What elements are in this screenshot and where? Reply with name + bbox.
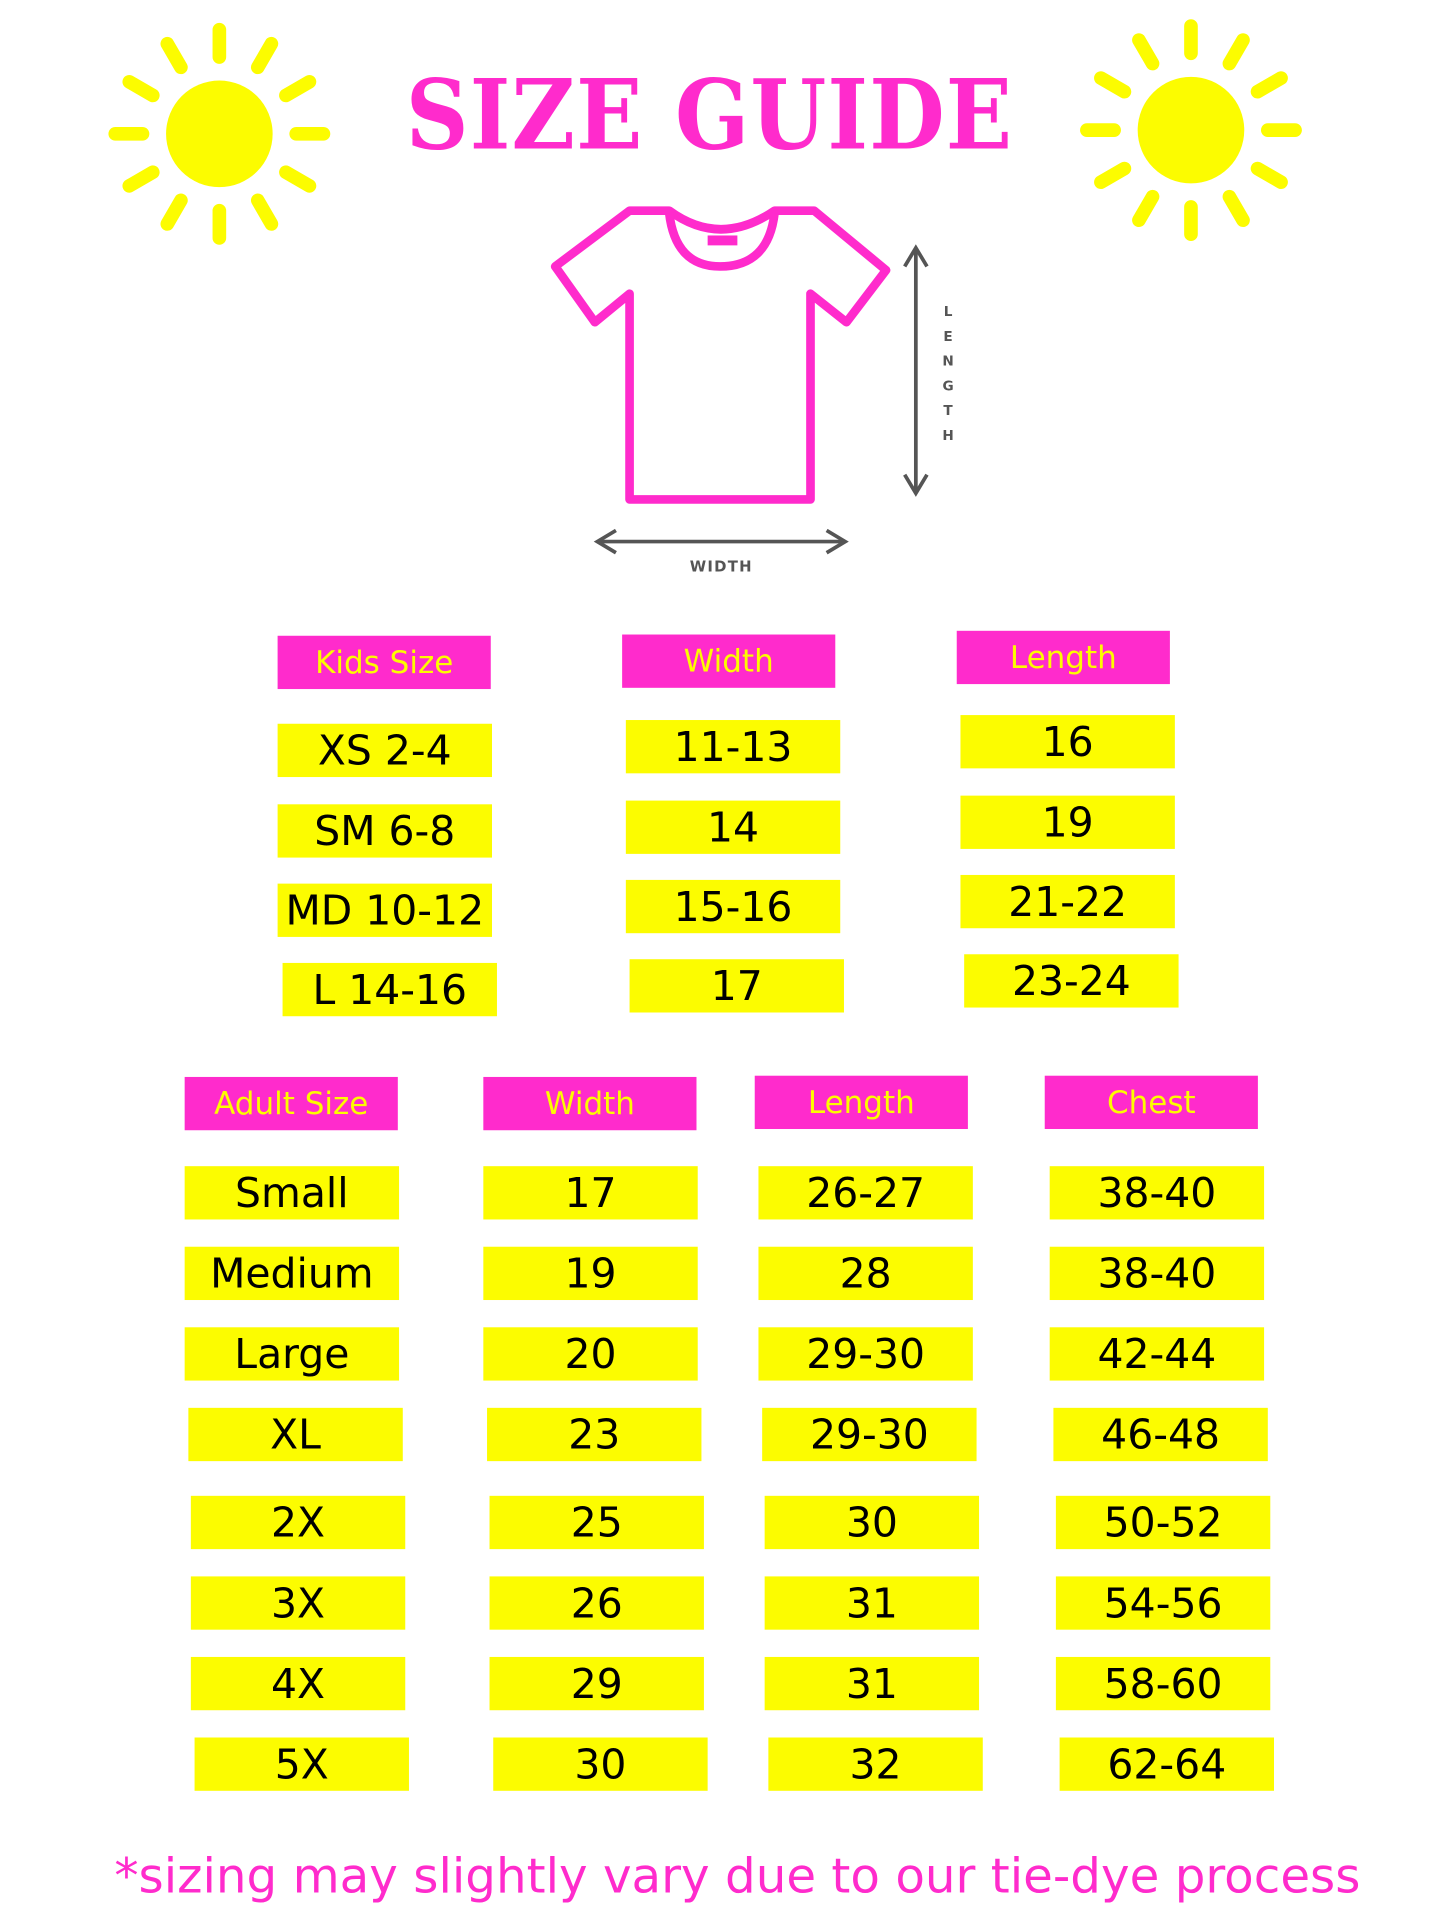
adult-cell-size: 2X bbox=[190, 1495, 406, 1550]
kids-header-length: Length bbox=[956, 630, 1170, 685]
adult-cell-length: 31 bbox=[764, 1656, 980, 1711]
adult-header-size: Adult Size bbox=[184, 1076, 398, 1131]
adult-cell-size: Medium bbox=[184, 1246, 400, 1301]
kids-cell-size: L 14-16 bbox=[282, 962, 497, 1017]
adult-cell-size: 5X bbox=[194, 1737, 409, 1791]
kids-cell-width: 14 bbox=[625, 800, 841, 854]
adult-cell-length: 32 bbox=[768, 1737, 983, 1791]
adult-header-width: Width bbox=[483, 1076, 697, 1131]
adult-header-length: Length bbox=[754, 1075, 968, 1130]
adult-cell-size: 4X bbox=[190, 1656, 406, 1711]
adult-cell-chest: 54-56 bbox=[1055, 1576, 1271, 1630]
adult-cell-width: 23 bbox=[487, 1407, 702, 1462]
adult-cell-length: 26-27 bbox=[758, 1166, 973, 1220]
adult-cell-chest: 58-60 bbox=[1055, 1656, 1271, 1711]
kids-cell-width: 17 bbox=[629, 959, 844, 1013]
adult-cell-width: 30 bbox=[493, 1737, 708, 1791]
adult-cell-size: Large bbox=[184, 1327, 400, 1381]
adult-cell-width: 25 bbox=[489, 1495, 704, 1550]
adult-cell-chest: 42-44 bbox=[1049, 1327, 1265, 1381]
adult-cell-width: 20 bbox=[483, 1327, 698, 1381]
sun-icon-right bbox=[1080, 19, 1302, 242]
kids-cell-size: SM 6-8 bbox=[277, 804, 493, 858]
adult-cell-length: 29-30 bbox=[758, 1327, 973, 1381]
adult-cell-size: 3X bbox=[190, 1576, 406, 1630]
adult-header-chest: Chest bbox=[1044, 1075, 1258, 1130]
adult-cell-length: 29-30 bbox=[762, 1407, 977, 1462]
adult-cell-size: Small bbox=[184, 1166, 400, 1220]
adult-cell-width: 26 bbox=[489, 1576, 704, 1630]
adult-cell-chest: 38-40 bbox=[1049, 1246, 1265, 1301]
adult-cell-length: 28 bbox=[758, 1246, 973, 1301]
length-label: LENGTH bbox=[942, 303, 954, 444]
kids-cell-width: 11-13 bbox=[625, 720, 841, 774]
tshirt-icon bbox=[550, 206, 929, 555]
adult-cell-chest: 46-48 bbox=[1053, 1407, 1268, 1462]
adult-cell-length: 30 bbox=[764, 1495, 980, 1550]
width-arrow-icon bbox=[593, 528, 849, 555]
adult-cell-chest: 62-64 bbox=[1059, 1737, 1275, 1791]
page-title: SIZE GUIDE bbox=[405, 59, 1014, 173]
kids-header-width: Width bbox=[622, 634, 836, 688]
kids-header-size: Kids Size bbox=[277, 635, 491, 690]
adult-cell-width: 17 bbox=[483, 1166, 698, 1220]
kids-cell-width: 15-16 bbox=[625, 879, 841, 934]
footnote: *sizing may slightly vary due to our tie… bbox=[114, 1849, 1361, 1905]
kids-cell-size: MD 10-12 bbox=[277, 883, 493, 937]
adult-cell-width: 29 bbox=[489, 1656, 704, 1711]
adult-cell-width: 19 bbox=[483, 1246, 698, 1301]
kids-cell-length: 19 bbox=[960, 795, 1175, 849]
adult-cell-chest: 38-40 bbox=[1049, 1166, 1265, 1220]
kids-cell-length: 16 bbox=[960, 715, 1175, 769]
width-label: WIDTH bbox=[689, 557, 753, 576]
adult-cell-length: 31 bbox=[764, 1576, 980, 1630]
adult-cell-chest: 50-52 bbox=[1055, 1495, 1271, 1550]
length-arrow-icon bbox=[903, 244, 929, 497]
kids-cell-size: XS 2-4 bbox=[277, 723, 493, 778]
kids-cell-length: 23-24 bbox=[964, 954, 1179, 1008]
sun-icon-left bbox=[108, 22, 331, 245]
kids-cell-length: 21-22 bbox=[960, 874, 1175, 929]
adult-cell-size: XL bbox=[188, 1407, 403, 1462]
